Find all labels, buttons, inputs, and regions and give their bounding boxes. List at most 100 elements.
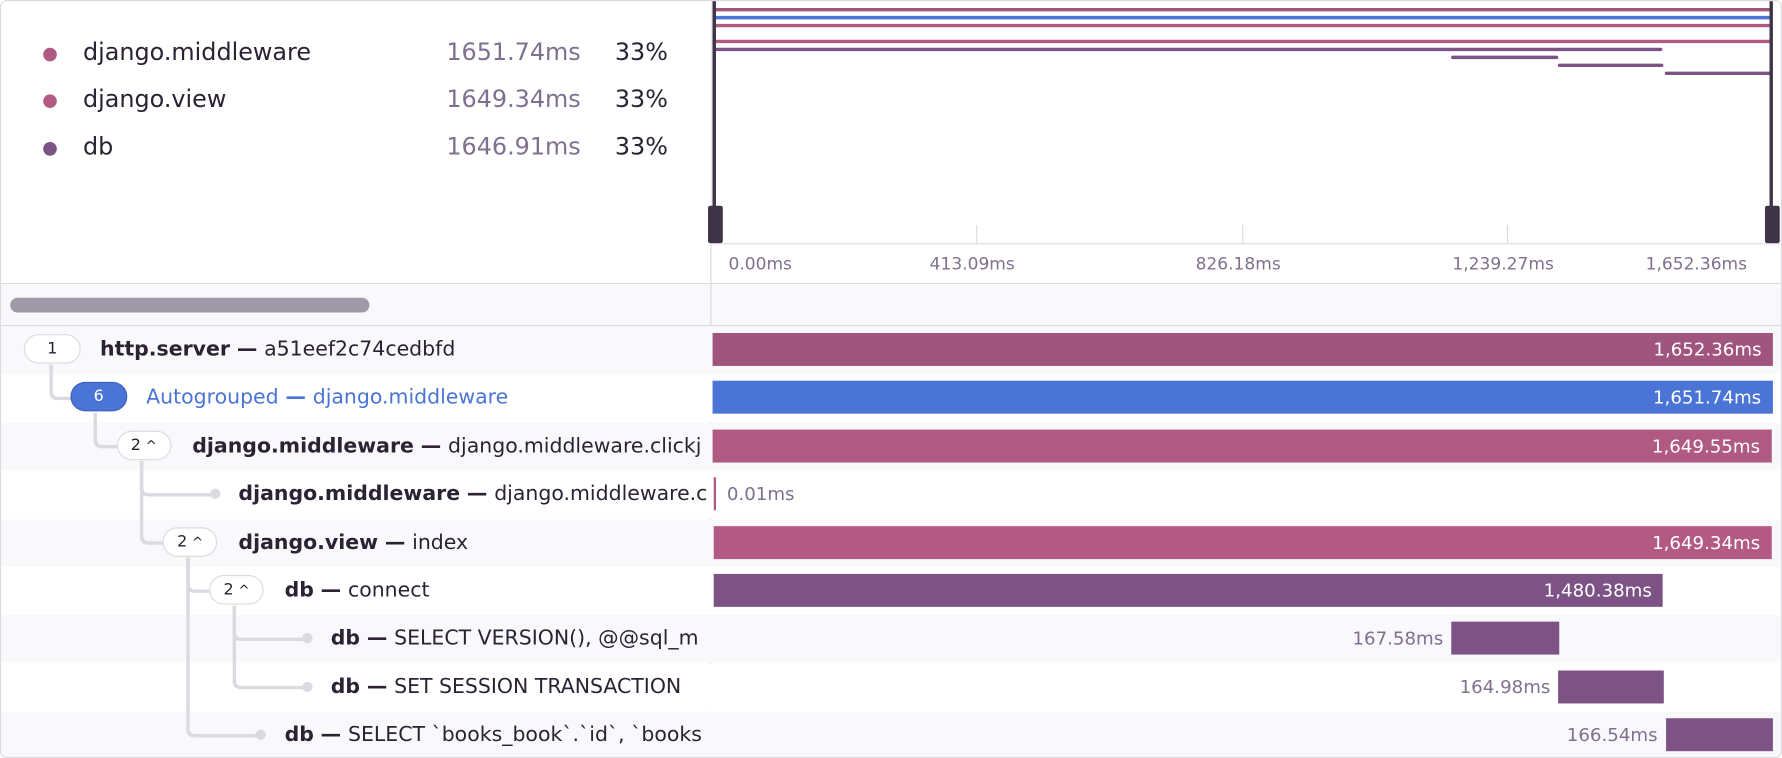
span-name[interactable]: db — SELECT VERSION(), @@sql_m: [331, 627, 699, 651]
separator: —: [466, 482, 488, 506]
legend-item: db 1646.91ms 33%: [1, 133, 706, 165]
chevron-up-icon: ^: [145, 437, 157, 454]
legend-name: django.view: [82, 85, 227, 113]
tree-connector-line: [93, 412, 119, 449]
minimap-left-handle[interactable]: [712, 1, 716, 244]
chevron-up-icon: ^: [238, 581, 250, 598]
expand-toggle-button[interactable]: 2 ^: [162, 526, 218, 557]
legend-dot-icon: [43, 94, 57, 108]
legend-duration: 1649.34ms: [446, 85, 581, 113]
span-op: db: [284, 578, 314, 603]
expand-toggle-button[interactable]: 2 ^: [209, 575, 264, 605]
tree-connector-line: [232, 605, 308, 642]
span-row[interactable]: 2 ^ django.middleware — django.middleware.cl…: [1, 422, 1781, 471]
child-count: 2: [130, 436, 141, 455]
minimap[interactable]: [708, 1, 1780, 244]
span-name[interactable]: Autogrouped — django.middleware: [146, 386, 508, 410]
legend-item: django.view 1649.34ms 33%: [1, 85, 706, 117]
span-name[interactable]: db — SELECT `books_book`.`id`, `books: [285, 723, 702, 747]
span-op: django.middleware: [192, 433, 414, 458]
span-row[interactable]: 1 http.server — a51eef2c74cedbfd 1,652.36ms: [1, 326, 1781, 374]
tick-label: 413.09ms: [929, 253, 1015, 274]
axis-divider: [711, 243, 1781, 245]
span-description: SELECT VERSION(), @@sql_m: [394, 626, 699, 651]
span-description: SET SESSION TRANSACTION: [394, 674, 682, 699]
span-description: django.middleware: [312, 385, 509, 410]
separator: —: [320, 722, 342, 747]
span-name[interactable]: django.middleware — django.middleware.c: [238, 482, 707, 506]
separator: —: [384, 530, 406, 555]
expand-toggle-button[interactable]: 2 ^: [116, 430, 172, 461]
span-row[interactable]: db — SELECT `books_book`.`id`, `books 166.5…: [1, 711, 1781, 757]
minimap-right-handle[interactable]: [1769, 1, 1773, 244]
tree-connector-line: [186, 557, 212, 593]
span-duration: 1,649.34ms: [1652, 531, 1761, 553]
span-name[interactable]: django.middleware — django.middleware.clic…: [192, 434, 701, 458]
separator: —: [320, 578, 342, 603]
span-duration: 0.01ms: [726, 483, 795, 505]
tree-connector-line: [232, 605, 308, 690]
legend-percent: 33%: [614, 132, 668, 161]
span-row[interactable]: 2 ^ django.view — index 1,649.34ms: [1, 518, 1781, 567]
span-bar[interactable]: [712, 429, 1772, 463]
expand-toggle-button[interactable]: 1: [23, 334, 81, 364]
span-name[interactable]: db — SET SESSION TRANSACTION: [331, 675, 682, 699]
autogroup-toggle-button[interactable]: 6: [70, 382, 128, 412]
legend-percent: 33%: [614, 85, 668, 113]
legend-percent: 33%: [614, 38, 668, 66]
child-count: 2: [223, 580, 234, 599]
span-description: index: [412, 530, 469, 555]
minimap-span: [714, 15, 1772, 20]
minimap-right-handle-grip[interactable]: [1764, 205, 1780, 244]
span-duration: 1,652.36ms: [1653, 338, 1762, 361]
separator: —: [420, 433, 442, 458]
tree-connector-line: [139, 461, 216, 497]
span-name[interactable]: http.server — a51eef2c74cedbfd: [100, 338, 455, 362]
tree-connector-line: [186, 557, 262, 738]
span-row[interactable]: 2 ^ db — connect 1,480.38ms: [1, 567, 1781, 615]
legend-name: db: [82, 132, 114, 161]
span-bar[interactable]: [1665, 718, 1773, 752]
minimap-span: [715, 23, 1771, 28]
tick-mark: [976, 225, 978, 244]
span-bar[interactable]: [713, 525, 1772, 559]
span-description: SELECT `books_book`.`id`, `books: [347, 722, 702, 747]
minimap-span: [714, 7, 1772, 12]
span-duration: 1,480.38ms: [1543, 579, 1652, 602]
chevron-up-icon: ^: [191, 533, 204, 550]
child-count: 1: [47, 339, 58, 358]
span-bar[interactable]: [713, 573, 1664, 607]
legend-dot-icon: [43, 47, 57, 62]
span-description: connect: [347, 578, 430, 603]
span-op: db: [330, 626, 361, 651]
span-name[interactable]: django.view — index: [238, 530, 468, 554]
span-op: Autogrouped: [146, 385, 279, 410]
span-description: django.middleware.clickj: [448, 433, 702, 458]
span-op: db: [284, 722, 314, 747]
span-bar[interactable]: [713, 477, 716, 511]
tree-connector-line: [49, 364, 73, 401]
separator: —: [285, 385, 306, 410]
tree-connector-line: [139, 461, 166, 545]
minimap-spans: [714, 7, 1772, 76]
span-row[interactable]: django.middleware — django.middleware.c 0.0…: [1, 470, 1781, 519]
minimap-span: [1664, 71, 1772, 76]
span-bar[interactable]: [1558, 670, 1665, 704]
span-duration: 167.58ms: [1352, 627, 1444, 650]
span-description: django.middleware.c: [494, 482, 708, 506]
horizontal-scrollbar-thumb[interactable]: [10, 297, 370, 313]
span-bar[interactable]: [1451, 622, 1559, 656]
span-bar[interactable]: [712, 381, 1773, 415]
span-name[interactable]: db — connect: [285, 578, 430, 602]
minimap-left-handle-grip[interactable]: [708, 205, 723, 244]
legend-item: django.middleware 1651.74ms 33%: [1, 39, 706, 71]
span-op: django.view: [238, 530, 379, 555]
legend-duration: 1651.74ms: [446, 38, 581, 66]
span-op: django.middleware: [238, 482, 461, 506]
span-row[interactable]: 6 Autogrouped — django.middleware 1,651.74ms: [1, 374, 1781, 423]
tick-label: 826.18ms: [1195, 253, 1281, 274]
tick-label: 0.00ms: [728, 253, 792, 274]
minimap-span: [715, 39, 1771, 44]
separator: —: [236, 337, 258, 362]
span-bar[interactable]: [712, 332, 1773, 366]
